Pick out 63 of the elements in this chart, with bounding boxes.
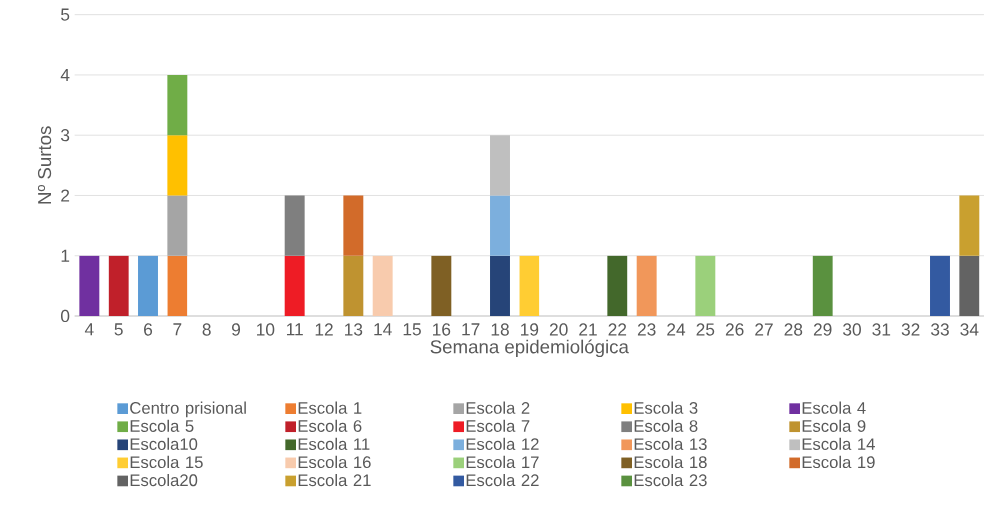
legend-label: Escola 6 [298, 419, 362, 432]
x-tick-label: 31 [872, 323, 891, 336]
y-tick-label: 0 [60, 309, 70, 323]
legend-label: Escola 3 [634, 401, 698, 414]
y-tick-label: 1 [61, 249, 70, 262]
y-tick-label: 3 [60, 129, 70, 142]
x-tick-label: 22 [608, 323, 627, 336]
legend-label: Escola 5 [130, 419, 194, 432]
x-tick-label: 33 [931, 323, 949, 336]
legend-label: Escola 15 [130, 455, 203, 469]
legend-label: Escola 7 [466, 419, 530, 432]
x-tick-label: 34 [960, 323, 979, 336]
x-tick-label: 15 [403, 323, 421, 336]
x-tick-label: 24 [667, 323, 686, 336]
x-tick-label: 13 [345, 323, 363, 336]
y-tick-label: 5 [61, 8, 70, 21]
legend-label: Centro prisional [130, 401, 246, 418]
legend-label: Escola 8 [634, 419, 698, 432]
legend-label: Escola 22 [466, 473, 539, 487]
x-tick-label: 5 [114, 323, 123, 336]
x-tick-label: 10 [257, 323, 275, 336]
legend-label: Escola 18 [634, 455, 707, 469]
x-tick-label: 32 [901, 323, 920, 336]
x-tick-label: 12 [315, 323, 333, 336]
x-tick-label: 25 [696, 323, 715, 336]
x-tick-label: 28 [784, 323, 803, 336]
legend-label: Escola 14 [802, 437, 875, 451]
x-axis-title: Semana epidemiológica [430, 339, 629, 358]
legend-label: Escola 16 [298, 455, 371, 469]
legend-label: Escola 17 [466, 455, 539, 469]
x-tick-label: 11 [286, 323, 303, 336]
legend-label: Escola 11 [298, 437, 370, 451]
x-tick-label: 23 [637, 323, 656, 336]
y-tick-label: 2 [61, 189, 70, 202]
legend-label: Escola 2 [466, 401, 530, 414]
legend-label: Escola 23 [634, 473, 707, 487]
x-tick-label: 29 [813, 323, 832, 336]
legend-label: Escola20 [130, 473, 198, 487]
x-tick-label: 9 [232, 323, 241, 336]
x-tick-label: 14 [374, 323, 392, 336]
legend-label: Escola 9 [802, 419, 866, 432]
legend-label: Escola 4 [802, 401, 866, 414]
x-tick-label: 8 [202, 323, 211, 336]
x-tick-label: 18 [491, 323, 509, 336]
x-tick-label: 30 [843, 323, 861, 336]
y-tick-label: 4 [60, 68, 70, 81]
y-axis-title: Nº Surtos [37, 126, 52, 204]
x-tick-label: 7 [173, 323, 182, 336]
x-tick-label: 16 [433, 323, 451, 336]
legend-label: Escola 13 [634, 437, 707, 451]
x-tick-label: 27 [755, 323, 773, 336]
legend-label: Escola 21 [298, 473, 371, 487]
legend-label: Escola10 [130, 437, 198, 451]
legend-label: Escola 19 [802, 455, 875, 469]
x-tick-label: 21 [579, 323, 597, 336]
x-tick-label: 6 [144, 323, 153, 336]
x-tick-label: 17 [462, 323, 480, 336]
legend-label: Escola 12 [466, 437, 539, 451]
x-tick-label: 26 [725, 323, 744, 336]
x-tick-label: 20 [549, 323, 568, 336]
legend-label: Escola 1 [298, 401, 362, 414]
x-tick-label: 19 [521, 323, 539, 336]
x-tick-label: 4 [84, 323, 94, 336]
